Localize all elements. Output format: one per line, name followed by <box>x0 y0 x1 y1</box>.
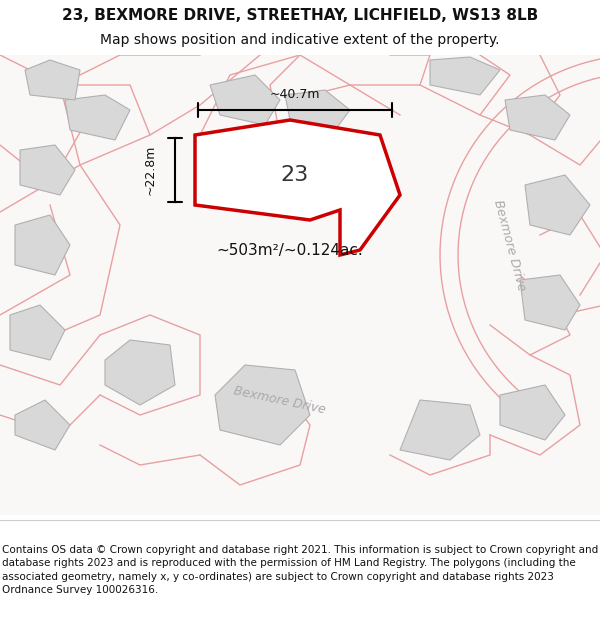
Text: 23: 23 <box>281 165 309 185</box>
Text: ~40.7m: ~40.7m <box>270 88 320 101</box>
Polygon shape <box>105 340 175 405</box>
Polygon shape <box>65 95 130 140</box>
Polygon shape <box>400 400 480 460</box>
Polygon shape <box>285 90 350 130</box>
Text: Bexmore Drive: Bexmore Drive <box>233 384 327 416</box>
Polygon shape <box>15 400 70 450</box>
Polygon shape <box>15 215 70 275</box>
Text: ~503m²/~0.124ac.: ~503m²/~0.124ac. <box>217 242 364 258</box>
Polygon shape <box>25 60 80 100</box>
Text: Map shows position and indicative extent of the property.: Map shows position and indicative extent… <box>100 32 500 47</box>
Text: ~22.8m: ~22.8m <box>144 145 157 195</box>
Polygon shape <box>525 175 590 235</box>
Polygon shape <box>20 145 75 195</box>
Polygon shape <box>520 275 580 330</box>
Polygon shape <box>215 365 310 445</box>
Polygon shape <box>505 95 570 140</box>
Polygon shape <box>10 305 65 360</box>
Polygon shape <box>430 57 500 95</box>
Polygon shape <box>500 385 565 440</box>
Text: Bexmore Drive: Bexmore Drive <box>491 198 529 292</box>
Polygon shape <box>210 75 280 125</box>
Text: 23, BEXMORE DRIVE, STREETHAY, LICHFIELD, WS13 8LB: 23, BEXMORE DRIVE, STREETHAY, LICHFIELD,… <box>62 8 538 23</box>
Text: Contains OS data © Crown copyright and database right 2021. This information is : Contains OS data © Crown copyright and d… <box>2 545 598 595</box>
Polygon shape <box>195 120 400 255</box>
